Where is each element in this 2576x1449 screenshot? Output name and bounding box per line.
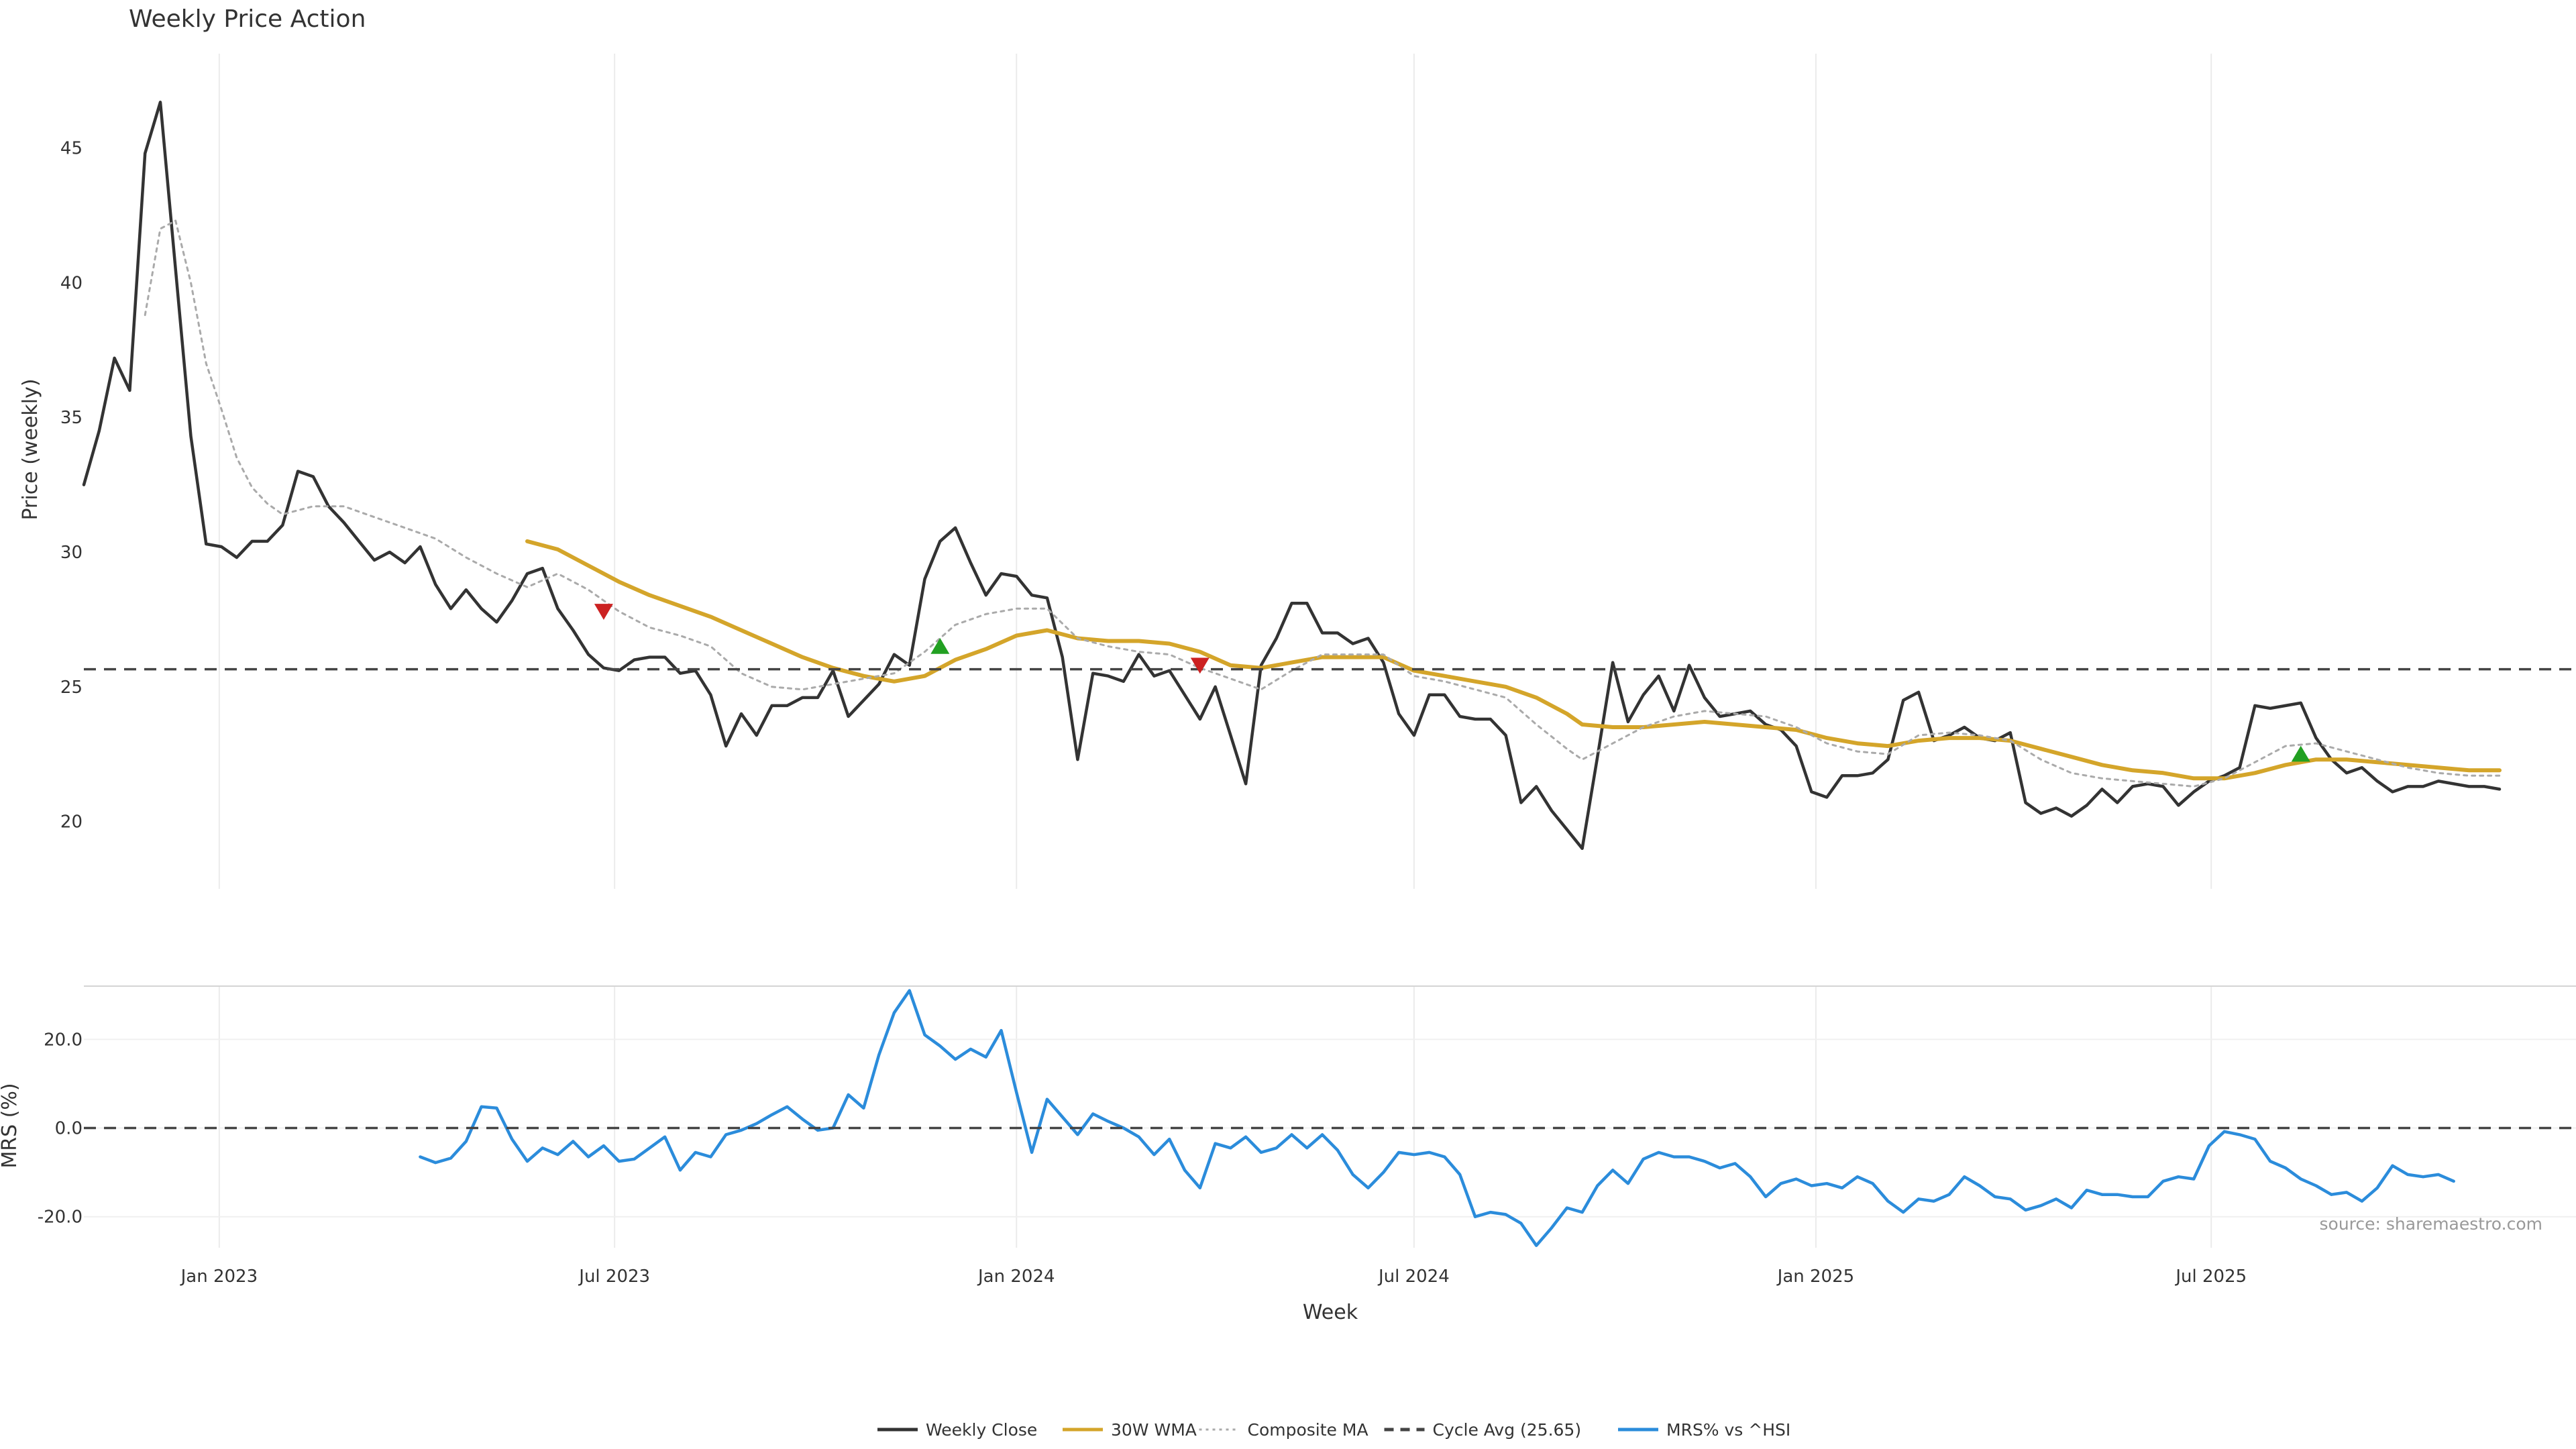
top-panel-y-ticks: 20 25 30 35 40 45 [60, 139, 83, 833]
bottom-y-tick-label: 20.0 [44, 1030, 83, 1050]
x-tick-label: Jul 2023 [578, 1267, 650, 1287]
x-tick-label: Jan 2025 [1776, 1267, 1855, 1287]
legend: Weekly Close 30W WMA Composite MA Cycle Avg… [877, 1420, 1790, 1440]
buy-signal-marker [2291, 745, 2310, 762]
bottom-y-tick-label: 0.0 [55, 1119, 83, 1139]
source-annotation: source: sharemaestro.com [2320, 1214, 2543, 1234]
legend-label-30w-wma: 30W WMA [1111, 1420, 1197, 1440]
legend-label-weekly-close: Weekly Close [926, 1420, 1037, 1440]
composite-ma-series-line [144, 219, 2501, 788]
bottom-panel-y-ticks: -20.0 0.0 20.0 [38, 1030, 83, 1227]
top-panel-gridlines [218, 54, 2212, 889]
top-y-tick-label: 40 [60, 273, 83, 293]
x-tick-label: Jul 2025 [2174, 1267, 2247, 1287]
top-y-tick-label: 20 [60, 812, 83, 833]
top-y-tick-label: 25 [60, 678, 83, 698]
legend-label-cycle-avg-25-65: Cycle Avg (25.65) [1433, 1420, 1582, 1440]
bottom-panel-series [84, 989, 2576, 1247]
top-y-tick-label: 30 [60, 543, 83, 563]
top-y-tick-label: 35 [60, 408, 83, 428]
top-y-tick-label: 45 [60, 139, 83, 159]
x-axis-label: Week [1303, 1301, 1358, 1324]
sell-signal-marker [594, 604, 613, 620]
chart-title: Weekly Price Action [129, 5, 366, 33]
bottom-panel-gridlines [84, 986, 2576, 1248]
sell-signal-marker [1190, 657, 1210, 674]
signal-markers [594, 604, 2310, 762]
top-panel-series [82, 101, 2576, 851]
x-tick-label: Jan 2023 [180, 1267, 258, 1287]
x-tick-label: Jul 2024 [1377, 1267, 1450, 1287]
x-axis-ticks: Jan 2023 Jul 2023 Jan 2024 Jul 2024 Jan 2025… [180, 1267, 2247, 1287]
bottom-y-axis-label: MRS (%) [0, 1083, 21, 1168]
buy-signal-marker [930, 637, 950, 654]
bottom-y-tick-label: -20.0 [38, 1208, 83, 1228]
top-y-axis-label: Price (weekly) [19, 378, 42, 520]
mrs-vs-hsi-series-line [419, 989, 2455, 1247]
legend-label-composite-ma: Composite MA [1248, 1420, 1368, 1440]
legend-label-mrs-vs-hsi: MRS% vs ^HSI [1666, 1420, 1790, 1440]
x-tick-label: Jan 2024 [977, 1267, 1055, 1287]
weekly-close-series-line [82, 101, 2502, 851]
30w-wma-series-line [525, 539, 2502, 781]
